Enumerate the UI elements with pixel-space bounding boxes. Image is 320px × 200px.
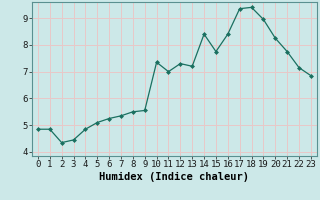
X-axis label: Humidex (Indice chaleur): Humidex (Indice chaleur): [100, 172, 249, 182]
